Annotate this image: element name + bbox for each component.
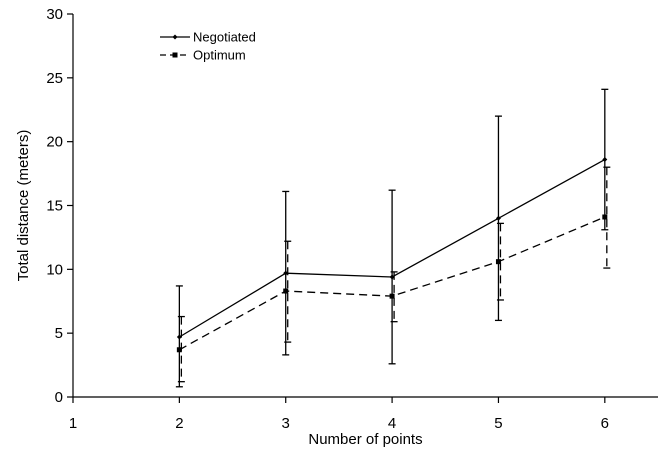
data-point — [389, 274, 395, 280]
y-tick-label: 30 — [46, 6, 63, 23]
legend-marker — [172, 52, 178, 58]
x-tick-label: 2 — [175, 415, 183, 432]
y-tick-label: 15 — [46, 198, 63, 215]
y-tick-label: 20 — [46, 134, 63, 151]
chart-series — [175, 88, 611, 388]
x-tick-label: 3 — [282, 415, 290, 432]
data-point — [283, 270, 289, 276]
data-point — [495, 259, 501, 265]
legend-marker — [172, 34, 178, 40]
y-axis-title: Total distance (meters) — [15, 130, 32, 282]
series-negotiated — [175, 88, 609, 388]
data-point — [389, 293, 395, 299]
data-point — [495, 215, 501, 221]
legend-item: Negotiated — [160, 30, 256, 45]
chart-axes: 0 5 10 15 20 25 30 1 2 3 4 5 6 — [46, 6, 658, 432]
legend-label: Optimum — [193, 48, 246, 63]
data-point — [176, 334, 182, 340]
data-point — [602, 214, 608, 220]
chart-legend: Negotiated Optimum — [160, 30, 256, 63]
series-optimum — [176, 166, 611, 383]
data-point — [176, 347, 182, 353]
x-axis-title: Number of points — [308, 431, 422, 448]
y-tick-label: 5 — [55, 325, 63, 342]
y-tick-label: 25 — [46, 70, 63, 87]
x-tick-label: 1 — [69, 415, 77, 432]
y-tick-label: 0 — [55, 389, 63, 406]
legend-item: Optimum — [160, 48, 246, 63]
y-tick-label: 10 — [46, 261, 63, 278]
x-tick-label: 6 — [601, 415, 609, 432]
x-tick-label: 5 — [494, 415, 502, 432]
data-point — [283, 288, 289, 294]
data-point — [602, 157, 608, 163]
legend-label: Negotiated — [193, 30, 256, 45]
x-tick-label: 4 — [388, 415, 396, 432]
